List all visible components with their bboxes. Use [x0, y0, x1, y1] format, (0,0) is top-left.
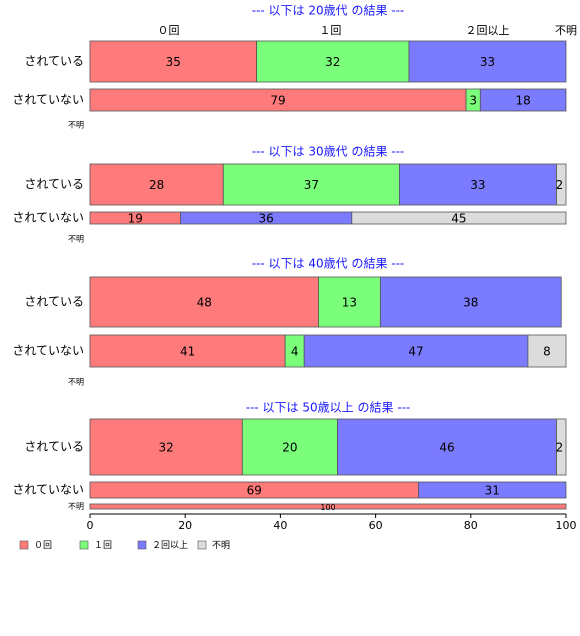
- bar-segment-3-2-0: [89, 503, 567, 510]
- legend-label-0: ０回: [34, 540, 52, 551]
- category-header-2: ２回以上: [465, 24, 509, 37]
- bar-segment-2-1-2: [303, 334, 529, 368]
- bar-segment-1-0-0: [89, 163, 224, 206]
- group-title-1: --- 以下は 30歳代 の結果 ---: [252, 145, 405, 159]
- bar-segment-2-1-0: [89, 334, 286, 368]
- legend-label-3: 不明: [212, 540, 230, 551]
- data-label-2-0-1: 13: [342, 296, 357, 310]
- row-label-2-2: 不明: [68, 378, 84, 387]
- x-tick-label-0: 0: [87, 519, 94, 532]
- data-label-3-0-1: 20: [282, 441, 297, 455]
- data-label-0-1-0: 79: [270, 94, 285, 108]
- bar-segment-1-0-1: [222, 163, 400, 206]
- bar-segment-3-1-2: [418, 481, 567, 499]
- data-label-1-1-0: 19: [128, 212, 143, 226]
- x-tick-label-4: 80: [464, 519, 478, 532]
- row-label-1-1: されていない: [12, 211, 84, 225]
- bar-segment-3-0-1: [241, 418, 338, 476]
- data-label-3-1-0: 69: [247, 484, 262, 498]
- data-label-3-0-3: 2: [556, 441, 564, 455]
- data-label-1-1-2: 36: [258, 212, 273, 226]
- row-label-1-0: されている: [24, 177, 84, 191]
- group-title-0: --- 以下は 20歳代 の結果 ---: [252, 4, 405, 18]
- legend-swatch-2: [137, 540, 147, 550]
- bar-segment-3-0-3: [556, 418, 567, 476]
- row-label-3-2: 不明: [68, 502, 84, 511]
- legend-swatch-1: [79, 540, 89, 550]
- x-tick-label-2: 40: [273, 519, 287, 532]
- bar-segment-2-0-0: [89, 276, 319, 328]
- row-label-2-1: されていない: [12, 344, 84, 358]
- row-label-3-0: されている: [24, 440, 84, 454]
- data-label-1-1-3: 45: [451, 212, 466, 226]
- data-label-0-1-2: 18: [516, 94, 531, 108]
- data-label-3-0-0: 32: [159, 441, 174, 455]
- row-label-0-1: されていない: [12, 93, 84, 107]
- bar-segment-3-0-0: [89, 418, 243, 476]
- row-label-1-2: 不明: [68, 235, 84, 244]
- bar-segment-2-0-1: [318, 276, 381, 328]
- legend-label-2: ２回以上: [152, 540, 188, 551]
- bar-segment-3-0-2: [337, 418, 557, 476]
- data-label-1-0-2: 33: [470, 178, 485, 192]
- bar-segment-0-0-1: [256, 40, 410, 83]
- row-label-3-1: されていない: [12, 483, 84, 497]
- x-tick-label-1: 20: [178, 519, 192, 532]
- bar-segment-0-0-2: [408, 40, 567, 83]
- bar-segment-1-1-3: [351, 211, 567, 225]
- data-label-3-1-2: 31: [485, 484, 500, 498]
- legend-swatch-0: [19, 540, 29, 550]
- bar-segment-1-0-3: [556, 163, 567, 206]
- bar-segment-0-1-2: [479, 88, 567, 112]
- category-header-1: １回: [319, 24, 341, 37]
- data-label-1-0-0: 28: [149, 178, 164, 192]
- legend-label-1: １回: [94, 540, 112, 551]
- group-title-2: --- 以下は 40歳代 の結果 ---: [252, 257, 405, 271]
- group-title-3: --- 以下は 50歳以上 の結果 ---: [246, 401, 411, 415]
- bar-segment-0-0-0: [89, 40, 258, 83]
- data-label-0-1-1: 3: [469, 94, 477, 108]
- data-label-1-0-3: 2: [556, 178, 564, 192]
- data-label-2-1-2: 47: [408, 345, 423, 359]
- bar-segment-2-1-3: [527, 334, 567, 368]
- data-label-2-1-3: 8: [543, 345, 551, 359]
- data-label-2-0-0: 48: [197, 296, 212, 310]
- category-header-3: 不明: [555, 24, 577, 37]
- data-label-2-0-2: 38: [463, 296, 478, 310]
- bar-segment-1-0-2: [398, 163, 557, 206]
- data-label-3-2-0: 100: [320, 503, 335, 512]
- row-label-0-2: 不明: [68, 121, 84, 130]
- data-label-0-0-2: 33: [480, 55, 495, 69]
- data-label-0-0-1: 32: [325, 55, 340, 69]
- data-label-2-1-1: 4: [291, 345, 299, 359]
- data-label-1-0-1: 37: [304, 178, 319, 192]
- data-label-3-0-2: 46: [439, 441, 454, 455]
- bar-segment-2-0-2: [379, 276, 562, 328]
- x-tick-label-3: 60: [369, 519, 383, 532]
- data-label-0-0-0: 35: [166, 55, 181, 69]
- x-tick-label-5: 100: [556, 519, 577, 532]
- category-header-0: ０回: [158, 24, 180, 37]
- row-label-2-0: されている: [24, 295, 84, 309]
- legend-swatch-3: [197, 540, 207, 550]
- row-label-0-0: されている: [24, 54, 84, 68]
- data-label-2-1-0: 41: [180, 345, 195, 359]
